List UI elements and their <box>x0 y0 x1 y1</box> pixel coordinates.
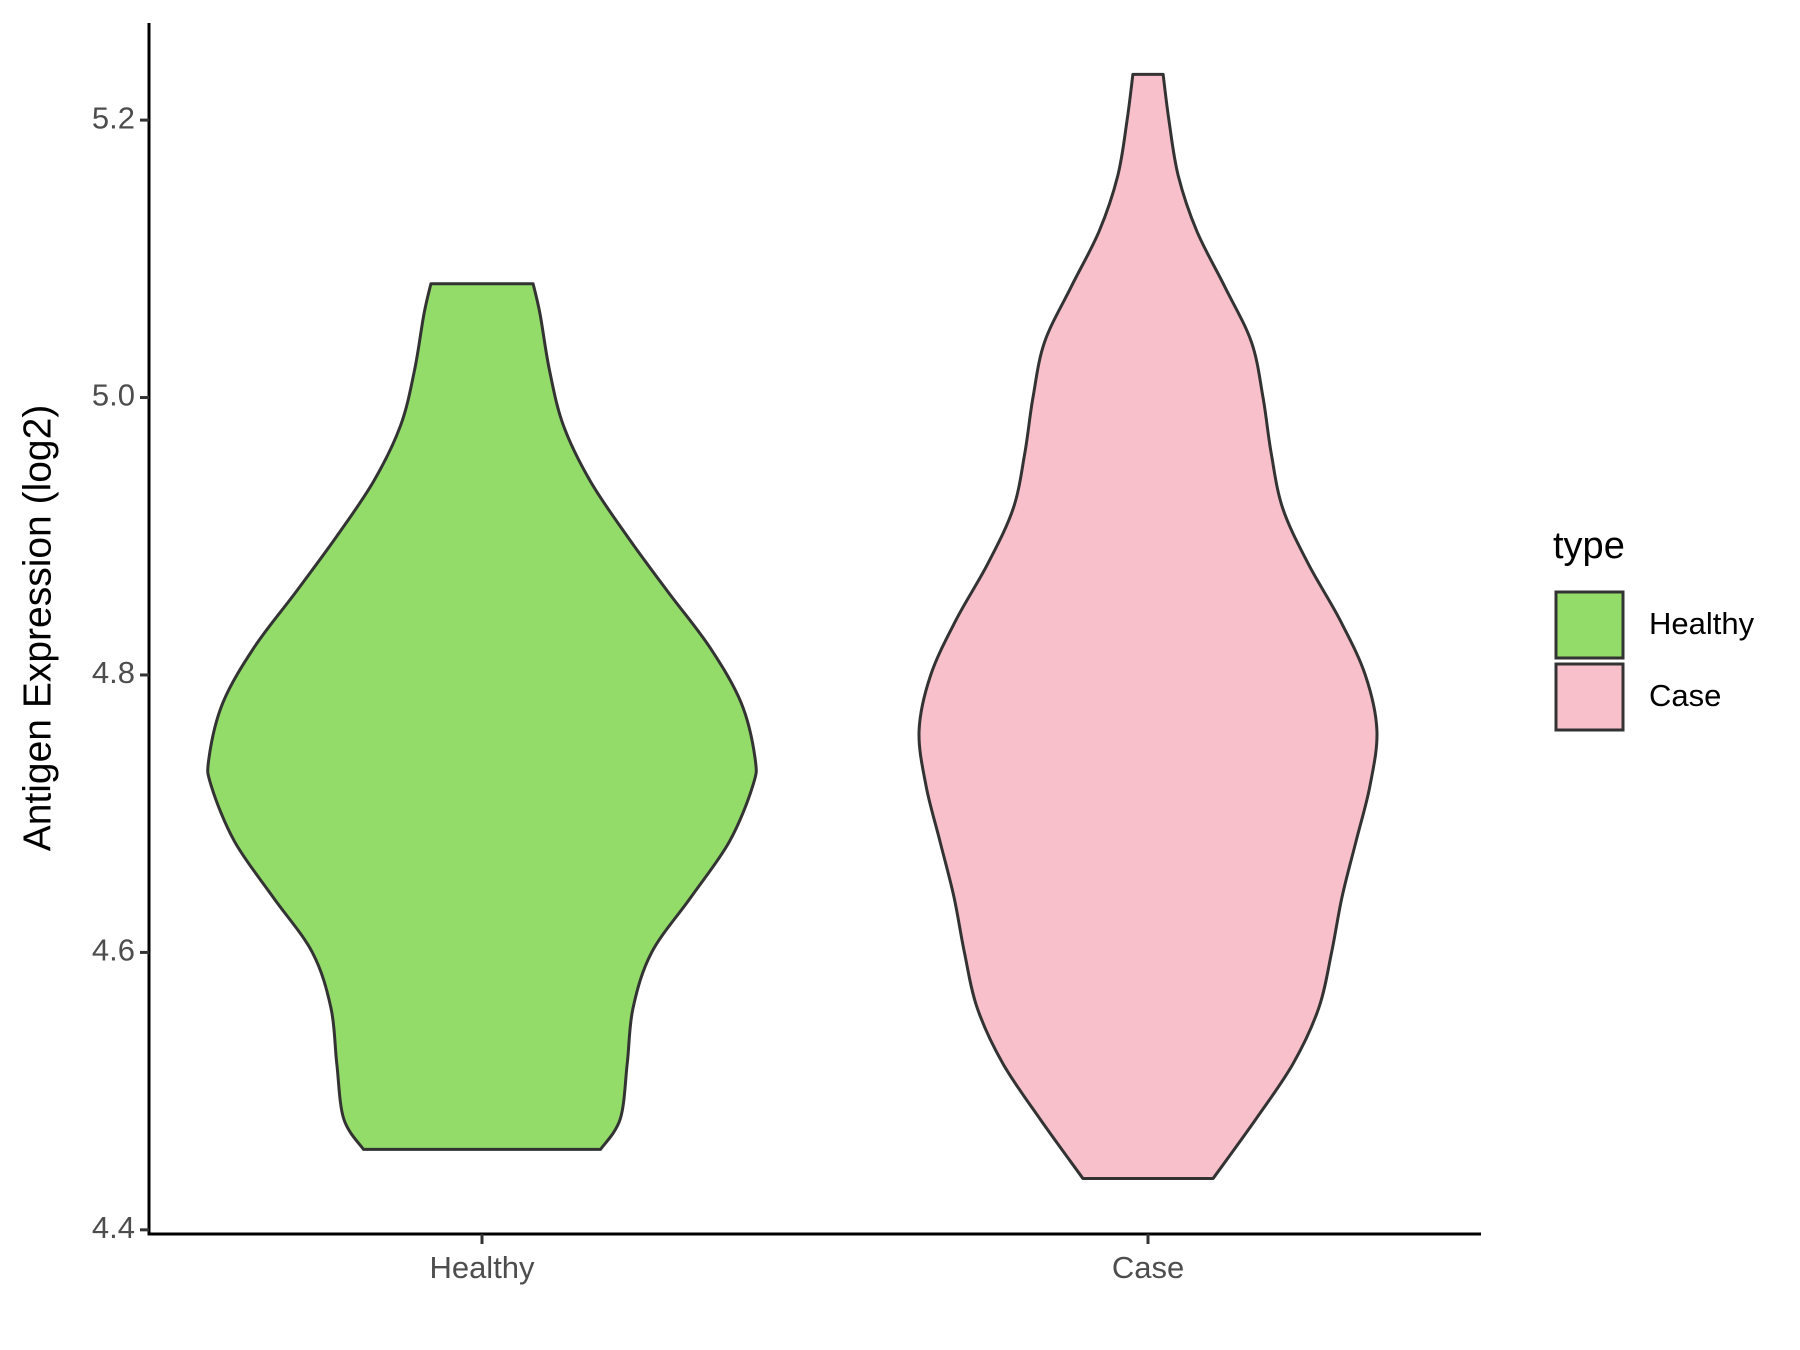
legend-label: Healthy <box>1649 606 1755 641</box>
y-tick-label: 4.8 <box>92 655 135 690</box>
y-tick-label: 5.2 <box>92 100 135 135</box>
legend-key <box>1554 590 1625 660</box>
y-tick-label: 5.0 <box>92 378 135 413</box>
x-tick-label: Case <box>1112 1250 1184 1285</box>
violin <box>206 282 758 1151</box>
y-tick-label: 4.6 <box>92 933 135 968</box>
legend-title: type <box>1553 525 1625 567</box>
legend-label: Case <box>1649 678 1721 713</box>
y-axis-label: Antigen Expression (log2) <box>16 405 59 852</box>
x-tick-label: Healthy <box>429 1250 535 1285</box>
legend-key <box>1554 662 1625 732</box>
violin <box>917 72 1379 1181</box>
y-tick-label: 4.4 <box>92 1210 135 1245</box>
